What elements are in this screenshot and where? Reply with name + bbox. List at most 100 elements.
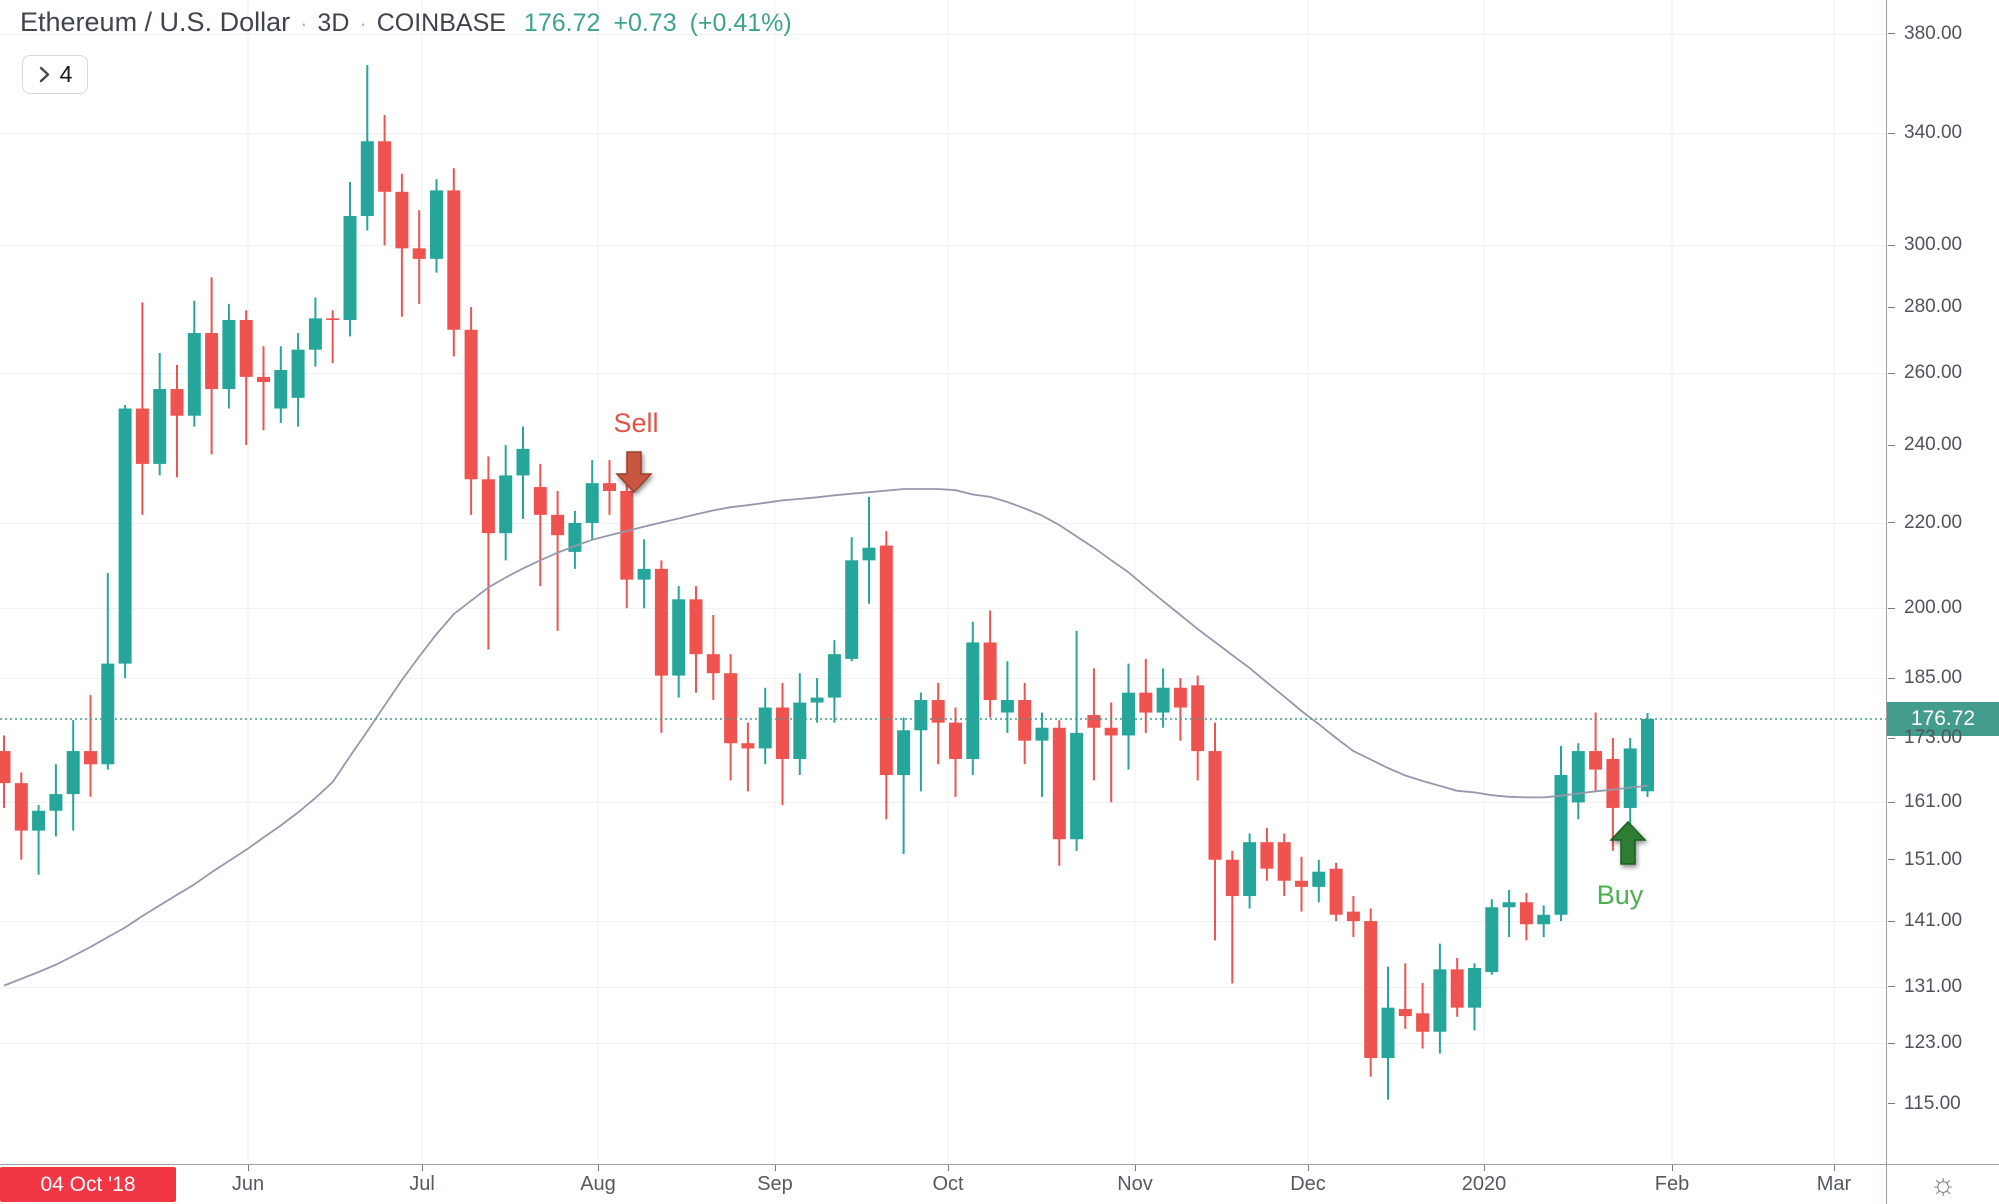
- candle-body: [412, 248, 426, 259]
- interval-label[interactable]: 3D: [317, 9, 350, 37]
- time-tick: [1308, 1165, 1309, 1171]
- candle: [845, 537, 859, 662]
- candle-body: [1208, 751, 1222, 860]
- candle: [1346, 896, 1360, 938]
- candlestick-plot[interactable]: Sell Buy: [0, 0, 1886, 1164]
- moving-average-line[interactable]: [3, 488, 1648, 987]
- candle: [758, 687, 772, 765]
- candle-body: [1087, 715, 1101, 728]
- time-tick: [1672, 1165, 1673, 1171]
- candle-body: [66, 751, 80, 795]
- candle: [1554, 745, 1568, 922]
- candle: [395, 173, 409, 317]
- price-tick-label: 131.00: [1904, 975, 1963, 997]
- candle: [1018, 682, 1032, 765]
- candle-body: [291, 349, 305, 398]
- candle-body: [637, 568, 651, 580]
- date-badge: 04 Oct '18: [0, 1167, 176, 1202]
- candle-body: [1018, 700, 1032, 741]
- candle-body: [239, 319, 253, 377]
- candle: [1087, 668, 1101, 781]
- price-tick-label: 300.00: [1904, 234, 1963, 256]
- candle: [360, 64, 374, 231]
- candle: [1312, 859, 1326, 903]
- price-axis[interactable]: 176.72 380.00 340.00 300.00 280.00 260.00 240…: [1886, 0, 1999, 1164]
- candle-body: [1156, 687, 1170, 713]
- candle: [1641, 713, 1654, 797]
- candle-body: [395, 191, 409, 249]
- candle: [931, 682, 945, 765]
- candle: [1173, 678, 1187, 741]
- time-tick-label: 2020: [1461, 1173, 1507, 1195]
- candle: [1502, 889, 1516, 938]
- candle-body: [1225, 859, 1239, 897]
- candle-body: [118, 408, 132, 664]
- time-tick-label: Oct: [932, 1173, 964, 1195]
- candle-body: [1191, 685, 1205, 752]
- candle-body: [205, 333, 219, 390]
- candle-body: [1537, 914, 1551, 925]
- candle: [983, 610, 997, 718]
- candle: [0, 735, 11, 808]
- buy-signal[interactable]: Buy: [1597, 820, 1647, 910]
- candle: [1035, 712, 1049, 797]
- candle: [1571, 743, 1585, 820]
- candle-body: [1381, 1007, 1395, 1059]
- price-tick: 200.00: [1887, 597, 1962, 618]
- candle-body: [1485, 907, 1499, 973]
- candle-body: [14, 783, 28, 831]
- candle-body: [1346, 911, 1360, 922]
- price-tick-label: 141.00: [1904, 910, 1963, 932]
- candle-body: [1606, 758, 1620, 808]
- candle: [516, 426, 530, 519]
- candle: [499, 445, 513, 561]
- candle: [343, 182, 357, 337]
- chart-surface[interactable]: Sell Buy Ethereum / U.S. Dollar · 3D · CO…: [0, 0, 1886, 1164]
- last-price-badge: 176.72: [1887, 702, 1999, 736]
- candle: [1606, 738, 1620, 851]
- candle: [741, 722, 755, 792]
- candles-layer: [0, 64, 1654, 1100]
- time-axis[interactable]: 04 Oct '18 Jun Jul Aug Sep Oct Nov Dec 2020 Feb M…: [0, 1164, 1886, 1204]
- candle: [585, 460, 599, 540]
- price-tick: 151.00: [1887, 849, 1962, 870]
- price-tick: 380.00: [1887, 23, 1962, 44]
- candle: [689, 586, 703, 693]
- candle: [153, 353, 167, 476]
- chevron-right-icon: [39, 66, 49, 83]
- sun-icon[interactable]: ☼: [1929, 1167, 1957, 1201]
- candle-body: [1173, 687, 1187, 708]
- candle-body: [1398, 1009, 1412, 1017]
- tick-dash: [1888, 522, 1895, 524]
- candle: [1260, 827, 1274, 881]
- candle: [1070, 630, 1084, 851]
- expand-indicators-button[interactable]: 4: [22, 55, 88, 94]
- sell-signal[interactable]: Sell: [613, 408, 659, 494]
- tick-dash: [1888, 444, 1895, 446]
- exchange-label: COINBASE: [376, 9, 506, 37]
- candle: [205, 277, 219, 455]
- candle-body: [153, 389, 167, 464]
- candle: [1329, 862, 1343, 922]
- candle-body: [862, 547, 876, 561]
- candle-body: [1122, 692, 1135, 736]
- tick-dash: [1888, 801, 1895, 803]
- time-tick-label: Feb: [1654, 1173, 1690, 1195]
- symbol-name[interactable]: Ethereum / U.S. Dollar: [20, 7, 291, 37]
- candle: [1450, 958, 1464, 1017]
- candle-body: [1468, 968, 1481, 1008]
- candle-body: [1571, 751, 1585, 803]
- price-tick-label: 123.00: [1904, 1032, 1963, 1054]
- candle-body: [135, 408, 149, 464]
- candle: [257, 346, 270, 431]
- candle-body: [274, 369, 288, 409]
- candle: [1139, 658, 1153, 733]
- candle-body: [983, 642, 997, 701]
- price-tick-label: 220.00: [1904, 511, 1963, 533]
- candle-body: [49, 794, 63, 811]
- candle-body: [914, 700, 928, 731]
- candle-body: [949, 722, 962, 759]
- candle-body: [378, 141, 392, 192]
- candle: [118, 404, 132, 679]
- candle-body: [603, 483, 616, 491]
